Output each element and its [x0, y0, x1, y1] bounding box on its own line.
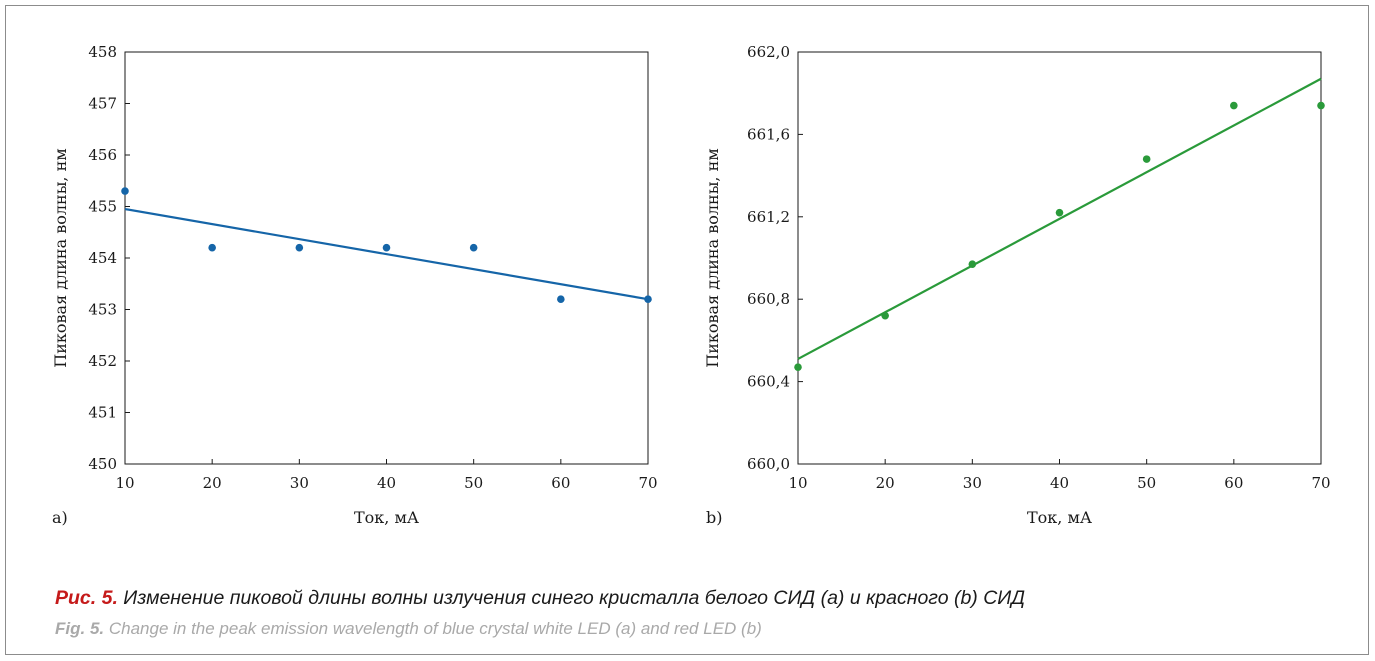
caption-russian-text: Изменение пиковой длины волны излучения … — [117, 587, 1025, 609]
panel-b-data-point — [968, 260, 977, 268]
panel-a-data-point — [295, 243, 304, 252]
panel-b-x-tick-label: 20 — [876, 474, 895, 492]
figure-charts: 10 20 30 40 50 60 70 450 451 452 453 454 455 456 457 45… — [51, 43, 1331, 527]
panel-a-y-tick-label: 452 — [88, 352, 117, 370]
panel-b-y-tick-label: 660,4 — [747, 373, 790, 391]
panel-b-y-tick-label: 660,8 — [747, 290, 790, 308]
panel-a-plot-area — [124, 51, 649, 465]
panel-b-data-point — [794, 363, 802, 371]
panel-b-y-axis-title: Пиковая длина волны, нм — [703, 148, 722, 367]
panel-b-plot-area — [797, 51, 1322, 465]
panel-a-x-tick-label: 10 — [115, 474, 134, 492]
panel-b-data-point — [881, 311, 889, 320]
panel-a-data-point — [469, 243, 478, 252]
panel-b-x-tick-label: 60 — [1224, 474, 1243, 492]
figure-frame — [5, 5, 1369, 655]
panel-a-y-tick-label: 450 — [88, 455, 117, 473]
panel-b-x-tick-label: 40 — [1050, 474, 1069, 492]
panel-b-label: b) — [706, 508, 722, 527]
panel-a-x-tick-label: 60 — [551, 474, 570, 492]
panel-b-x-tick-label: 70 — [1311, 474, 1330, 492]
panel-a-y-tick-label: 458 — [88, 43, 117, 61]
panel-a-y-tick-label: 455 — [88, 198, 117, 216]
panel-a-x-tick-label: 30 — [290, 474, 309, 492]
caption-english: Fig. 5. Change in the peak emission wave… — [55, 619, 762, 639]
caption-russian-label: Рис. 5. — [55, 587, 118, 609]
panel-a-data-point — [382, 243, 391, 252]
caption-russian: Рис. 5. Изменение пиковой длины волны из… — [55, 587, 1025, 610]
panel-a-x-tick-label: 20 — [203, 474, 222, 492]
panel-b-y-tick-label: 662,0 — [747, 43, 790, 61]
panel-a-x-tick-label: 40 — [377, 474, 396, 492]
panel-a-y-tick-label: 456 — [88, 146, 117, 164]
panel-a-data-point — [208, 243, 216, 252]
panel-b-data-point — [1055, 208, 1064, 217]
panel-b-data-point — [1317, 101, 1325, 110]
panel-a-y-tick-label: 457 — [88, 95, 117, 113]
caption-english-label: Fig. 5. — [55, 619, 105, 638]
panel-a-y-tick-label: 454 — [88, 249, 117, 267]
panel-a-y-tick-label: 451 — [88, 404, 117, 422]
panel-a-x-axis-title: Ток, мА — [354, 508, 419, 527]
panel-a-y-axis-title: Пиковая длина волны, нм — [51, 148, 70, 367]
panel-a-data-point — [557, 295, 565, 304]
panel-b-x-tick-label: 50 — [1137, 474, 1156, 492]
panel-a-trend-line — [124, 207, 649, 301]
panel-b-y-tick-label: 661,6 — [747, 125, 790, 143]
panel-b-data-point — [1142, 155, 1151, 163]
panel-b-y-tick-label: 661,2 — [747, 208, 790, 226]
panel-b-trend-line — [797, 77, 1322, 360]
caption-english-text: Change in the peak emission wavelength o… — [104, 619, 762, 638]
panel-b-data-point — [1230, 101, 1238, 110]
panel-a-x-tick-label: 70 — [638, 474, 657, 492]
panel-b-y-tick-label: 660,0 — [747, 455, 790, 473]
panel-a-x-tick-label: 50 — [464, 474, 483, 492]
panel-a-data-point — [121, 187, 129, 195]
panel-a-data-point — [644, 295, 652, 304]
panel-a-y-tick-label: 453 — [88, 301, 117, 319]
panel-b-x-axis-title: Ток, мА — [1027, 508, 1092, 527]
panel-a-label: a) — [52, 508, 68, 527]
panel-b-x-tick-label: 10 — [788, 474, 807, 492]
panel-b-x-tick-label: 30 — [963, 474, 982, 492]
